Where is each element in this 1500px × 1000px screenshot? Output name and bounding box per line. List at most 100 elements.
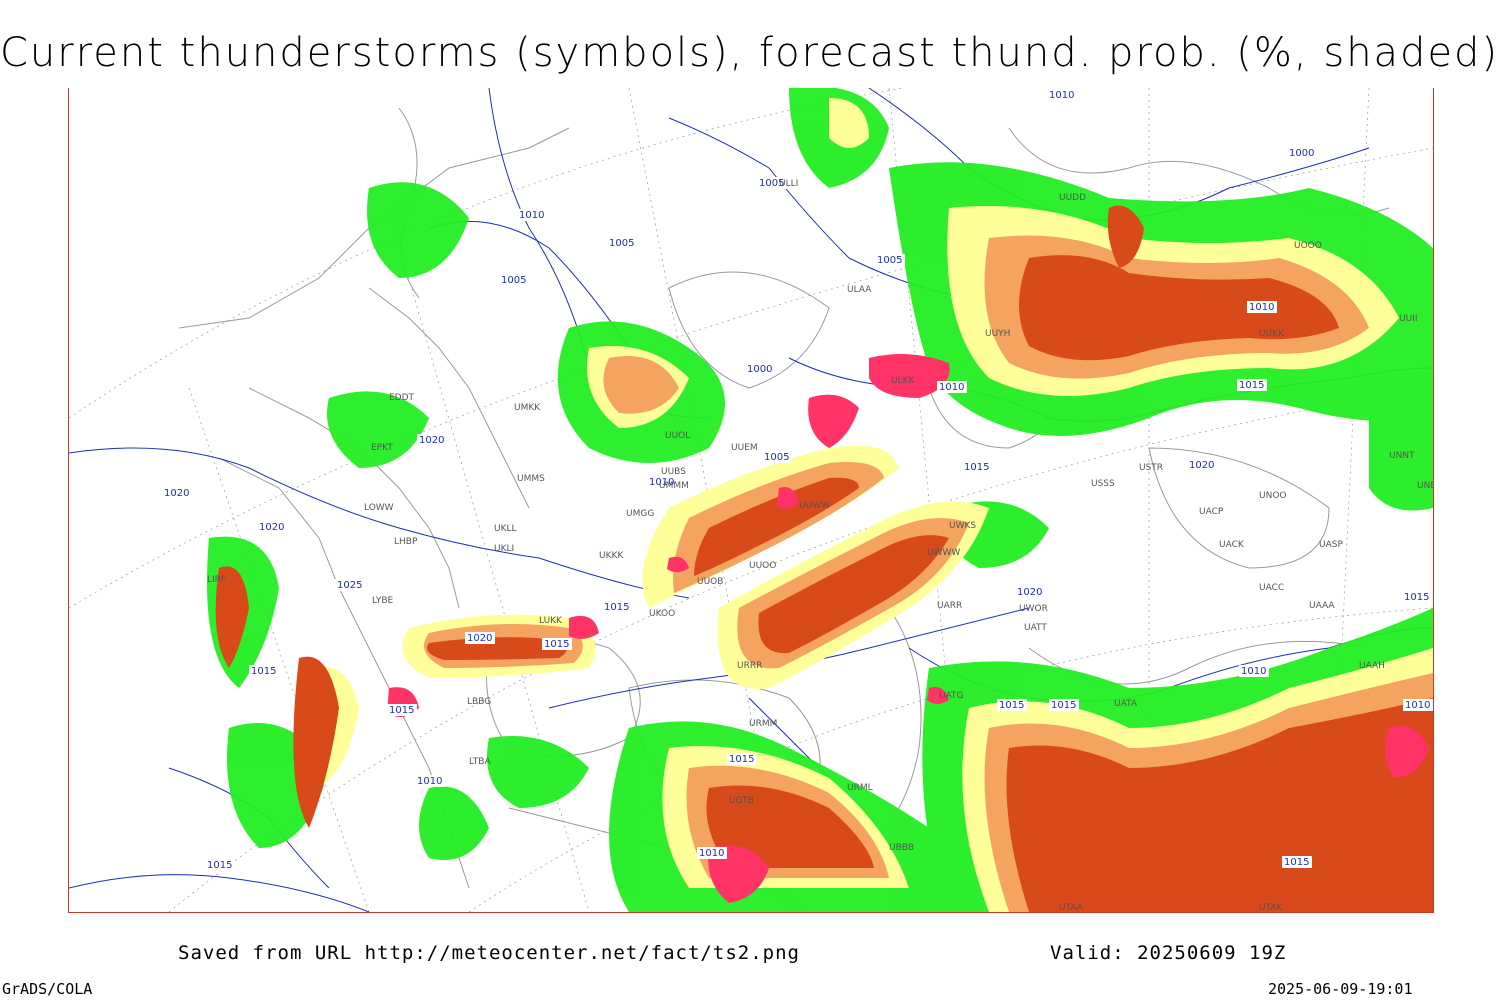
station-label: UATA (1114, 699, 1138, 709)
station-label: UAAA (1309, 601, 1335, 611)
station-label: UUOL (665, 431, 690, 441)
svg-text:1020: 1020 (259, 522, 284, 533)
svg-text:1010: 1010 (1241, 666, 1266, 677)
svg-text:1015: 1015 (1404, 592, 1429, 603)
station-label: UACP (1199, 507, 1224, 517)
station-label: LBBG (467, 697, 491, 707)
isobar-label: 1010 (1047, 89, 1077, 101)
svg-text:1010: 1010 (1405, 700, 1430, 711)
station-label: UACK (1219, 540, 1245, 550)
station-label: URML (847, 783, 873, 793)
svg-text:1020: 1020 (467, 633, 492, 644)
isobar-label: 1010 (1403, 699, 1433, 711)
svg-text:1015: 1015 (1284, 857, 1309, 868)
chart-title: Current thunderstorms (symbols), forecas… (0, 30, 1500, 76)
station-label: UKKK (599, 551, 624, 561)
station-label: UATT (1024, 623, 1047, 633)
station-label: UAAH (1359, 661, 1385, 671)
station-label: UTAA (1059, 903, 1084, 912)
isobar-label: 1015 (205, 859, 235, 871)
station-label: LTBA (469, 757, 491, 767)
station-label: UTAK (1259, 903, 1284, 912)
isobar-label: 1015 (249, 665, 279, 677)
isobar-labels: 1010 1005 1005 1010 1005 1005 1000 1010 1010 1015… (162, 89, 1433, 871)
station-label: UMKK (514, 403, 541, 413)
isobar-label: 1020 (257, 521, 287, 533)
station-label: UUWW (799, 501, 830, 511)
station-label: UUOO (749, 561, 776, 571)
svg-text:1020: 1020 (164, 488, 189, 499)
station-label: LUKK (539, 616, 563, 626)
svg-text:1015: 1015 (544, 639, 569, 650)
svg-text:1025: 1025 (337, 580, 362, 591)
svg-text:1015: 1015 (1051, 700, 1076, 711)
station-label: UKOO (649, 609, 675, 619)
station-label: LHBP (394, 537, 418, 547)
station-label: UWKS (949, 521, 976, 531)
current-thunderstorms (387, 354, 1429, 903)
isobar-label: 1015 (1049, 699, 1079, 711)
station-label: ULLI (779, 179, 798, 189)
isobar-label: 1015 (1237, 379, 1267, 391)
svg-text:1015: 1015 (389, 705, 414, 716)
prob-high2-shading (215, 205, 1433, 912)
isobar-label: 1000 (1287, 147, 1317, 159)
station-label: UUYH (985, 329, 1010, 339)
isobar-label: 1020 (1015, 586, 1045, 598)
isobar-label: 1015 (962, 461, 992, 473)
svg-text:1000: 1000 (747, 364, 772, 375)
station-label: UUOB (697, 577, 723, 587)
isobar-label: 1010 (415, 775, 445, 787)
station-labels: ULLI ULAA UUYH ULKK UUEM UMKK UMMS UUBS UMGG UKKK… (207, 179, 1433, 912)
isobar-label: 1010 (1239, 665, 1269, 677)
isobar-label: 1015 (1402, 591, 1432, 603)
svg-text:1005: 1005 (609, 238, 634, 249)
station-label: UMMM (659, 481, 689, 491)
isobar-label: 1005 (762, 451, 792, 463)
svg-text:1015: 1015 (251, 666, 276, 677)
isobar-label: 1005 (875, 254, 905, 266)
station-label: URMM (749, 719, 777, 729)
map-canvas: 1010 1005 1005 1010 1005 1005 1000 1010 1010 1015… (69, 88, 1433, 912)
isobar-label: 1005 (757, 177, 787, 189)
svg-text:1005: 1005 (877, 255, 902, 266)
isobar-label: 1015 (387, 704, 417, 716)
station-label: ULAA (847, 285, 872, 295)
station-label: UATG (939, 691, 964, 701)
svg-text:1015: 1015 (729, 754, 754, 765)
svg-text:1010: 1010 (417, 776, 442, 787)
station-label: UBBB (889, 843, 914, 853)
svg-text:1010: 1010 (519, 210, 544, 221)
isobar-label: 1020 (162, 487, 192, 499)
svg-text:1015: 1015 (604, 602, 629, 613)
station-label: LOWW (364, 503, 394, 513)
isobar-label: 1000 (745, 363, 775, 375)
station-label: LYBE (372, 596, 393, 606)
station-label: UKLI (494, 544, 514, 554)
svg-text:1010: 1010 (939, 382, 964, 393)
station-label: UNBB (1417, 481, 1433, 491)
station-label: UKLL (494, 524, 517, 534)
svg-text:1010: 1010 (699, 848, 724, 859)
station-label: UARR (937, 601, 962, 611)
svg-text:1015: 1015 (207, 860, 232, 871)
svg-text:1010: 1010 (649, 477, 674, 488)
isobar-label: 1010 (647, 476, 677, 488)
isobar-label: 1020 (465, 632, 495, 644)
isobar-label: 1015 (542, 638, 572, 650)
station-label: UNOO (1259, 491, 1287, 501)
svg-text:1015: 1015 (999, 700, 1024, 711)
station-label: UMGG (626, 509, 654, 519)
isobar-label: 1015 (1282, 856, 1312, 868)
isobar-label: 1015 (997, 699, 1027, 711)
svg-text:1010: 1010 (1249, 302, 1274, 313)
svg-text:1020: 1020 (1017, 587, 1042, 598)
isobar-label: 1020 (417, 434, 447, 446)
station-label: UACC (1259, 583, 1284, 593)
timestamp-label: 2025-06-09-19:01 (1268, 980, 1413, 998)
station-label: UNNT (1389, 451, 1415, 461)
isobar-label: 1010 (697, 847, 727, 859)
station-label: EPKT (371, 443, 393, 453)
station-label: UUKK (1259, 329, 1285, 339)
station-label: UUBS (661, 467, 686, 477)
